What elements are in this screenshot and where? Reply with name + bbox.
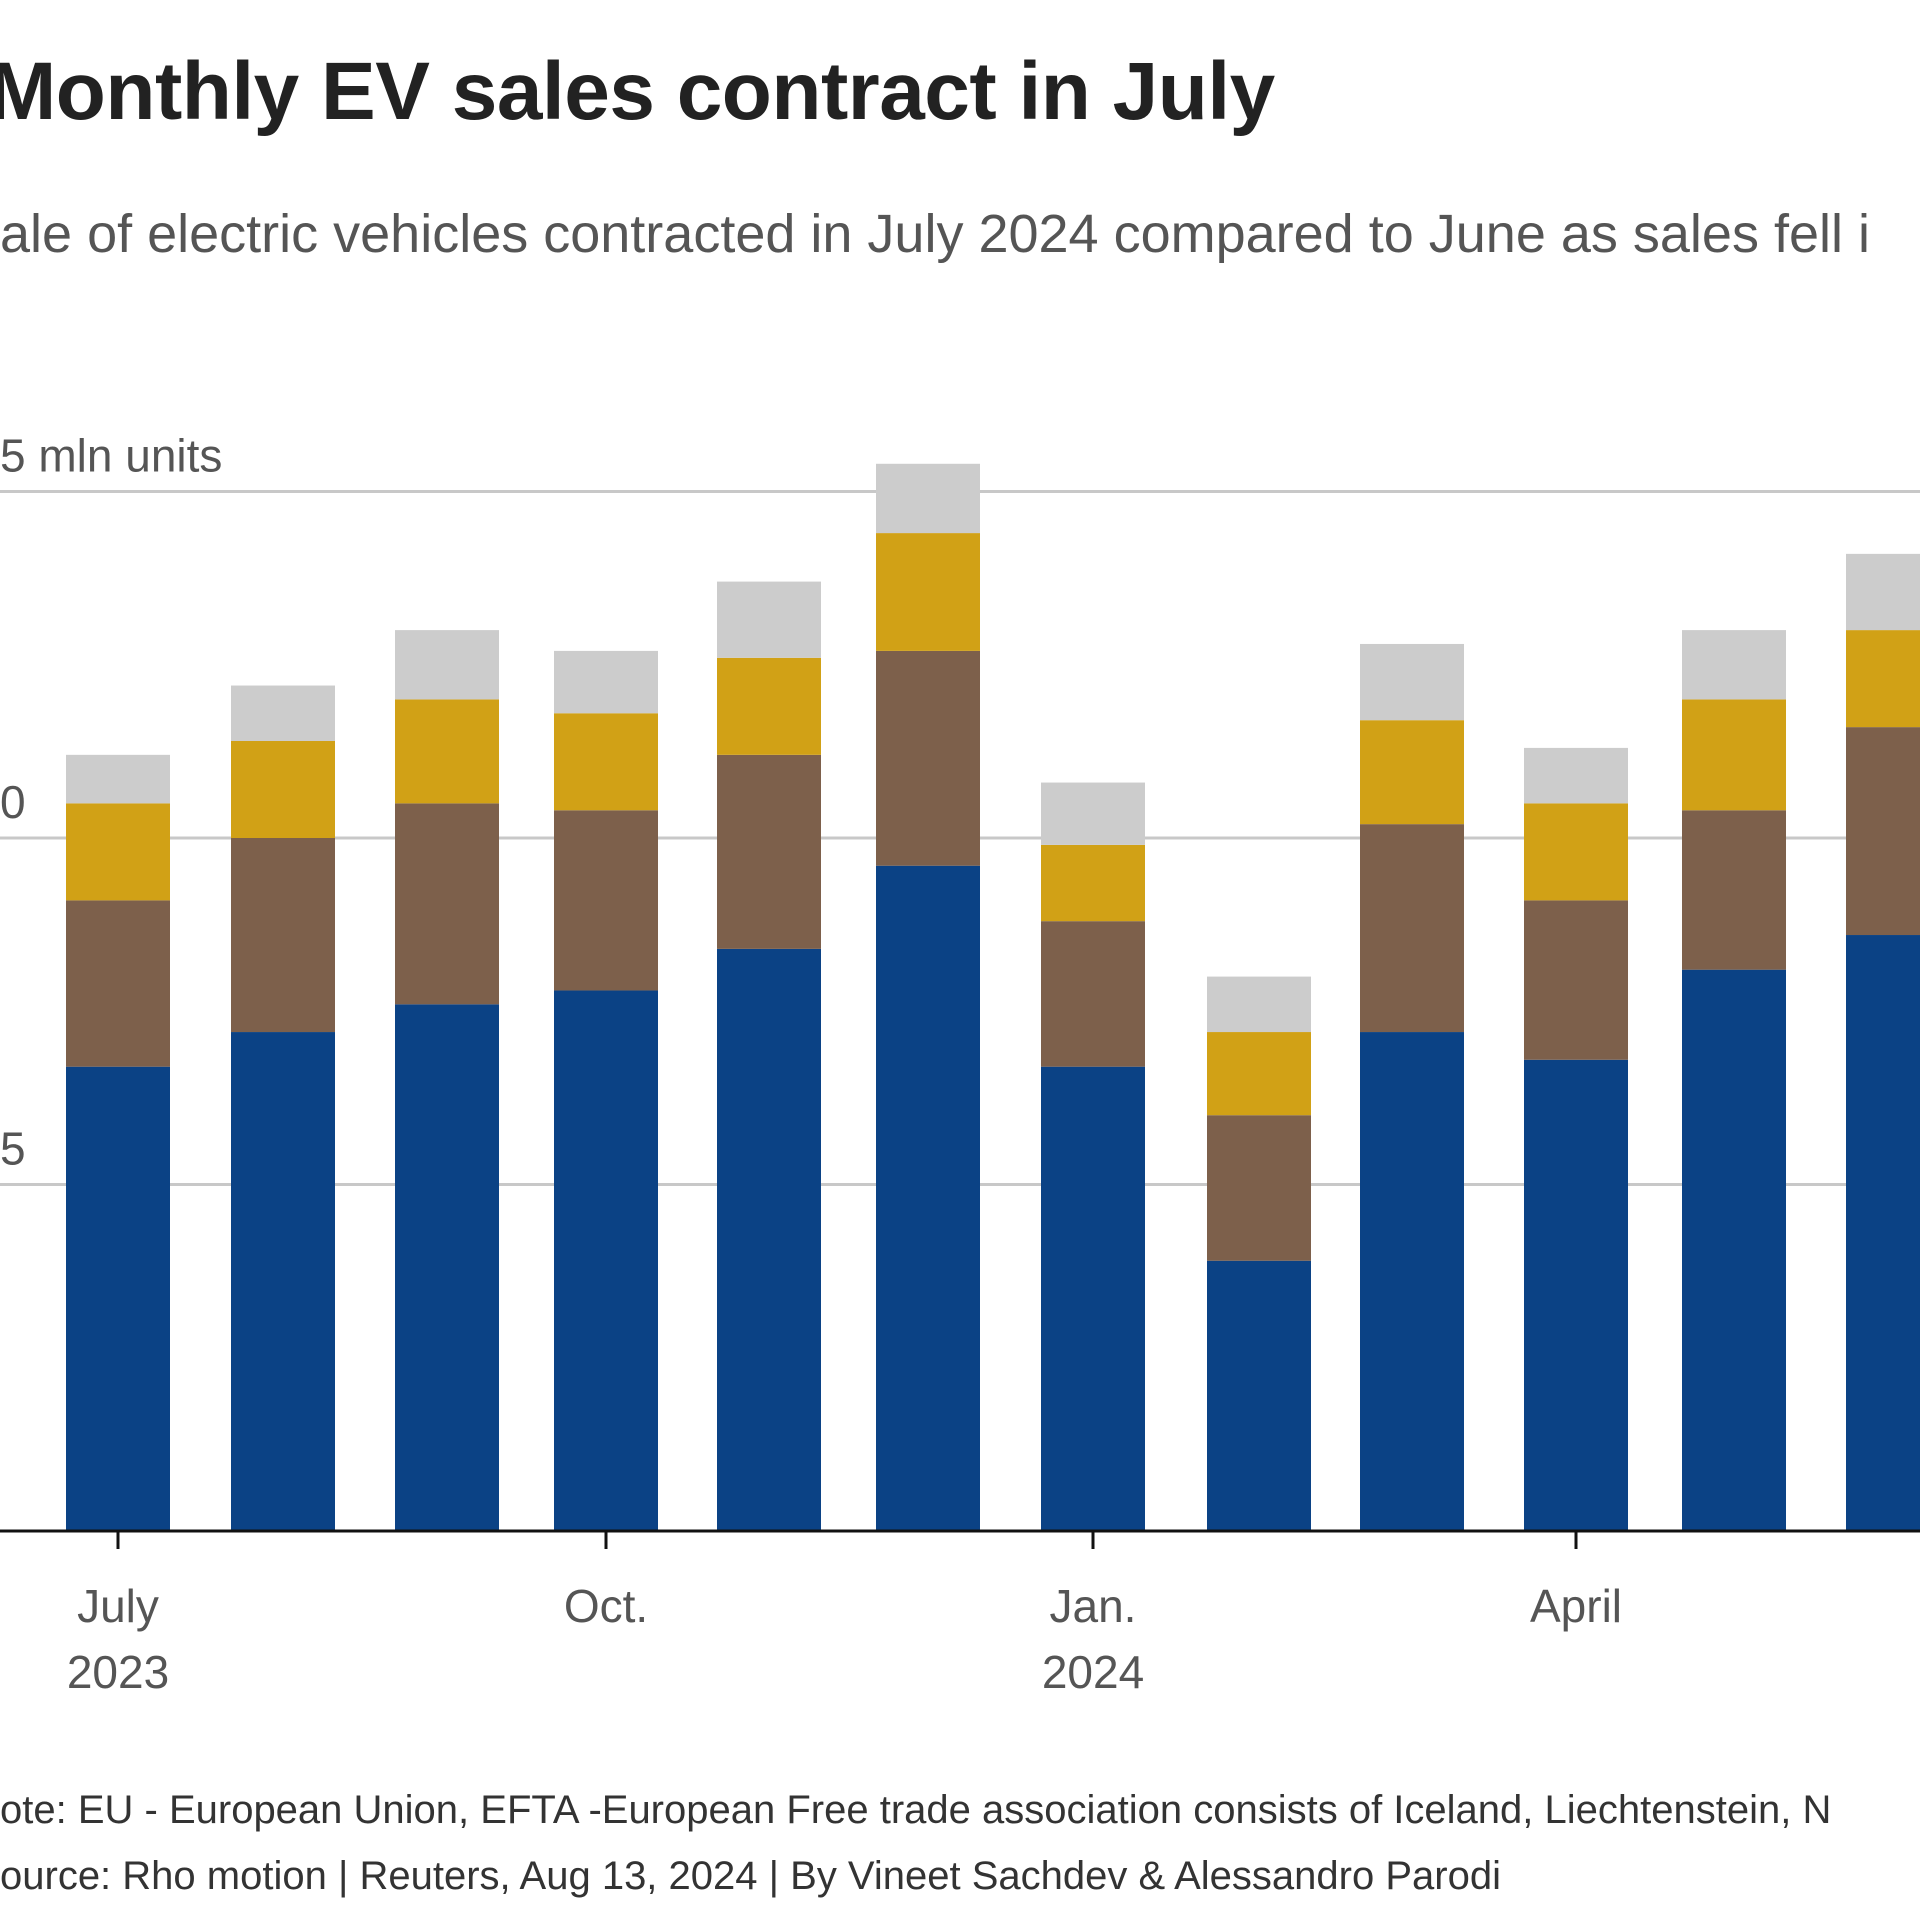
bar-segment [1846, 727, 1920, 936]
bar-segment [231, 740, 335, 838]
bar-segment [66, 803, 170, 901]
bar-segment [1207, 1260, 1311, 1531]
bar-segment [554, 810, 658, 991]
bar-segment [1846, 935, 1920, 1531]
bar-segment [717, 754, 821, 949]
bar-segment [1207, 1032, 1311, 1116]
bar-segment [1682, 630, 1786, 700]
x-tick-label: Jan. [1050, 1580, 1137, 1632]
bar-segment [1207, 976, 1311, 1033]
bar-segment [1360, 1032, 1464, 1531]
bar-segment [1041, 1066, 1145, 1531]
bar-segment [1682, 699, 1786, 811]
bar-segment [231, 838, 335, 1033]
bar-segment [395, 803, 499, 1005]
bar-segment [231, 1032, 335, 1531]
x-tick-sublabel: 2024 [1042, 1646, 1144, 1698]
bar-segment [1041, 844, 1145, 922]
bar-segment [1682, 969, 1786, 1531]
y-tick-label: 5 [0, 1123, 26, 1175]
bar-segment [1846, 630, 1920, 728]
bar-segment [395, 699, 499, 804]
bar-segment [395, 1004, 499, 1531]
bar-segment [554, 713, 658, 811]
bar-segment [717, 581, 821, 658]
chart-source: ource: Rho motion | Reuters, Aug 13, 202… [0, 1854, 1501, 1898]
bar-segment [66, 754, 170, 804]
bar-segment [1041, 782, 1145, 845]
bar-segment [1524, 1059, 1628, 1531]
bar-segment [231, 685, 335, 741]
bar-segment [1360, 643, 1464, 721]
bar-segment [1682, 810, 1786, 970]
chart-note: ote: EU - European Union, EFTA -European… [0, 1788, 1832, 1832]
chart-subtitle: ale of electric vehicles contracted in J… [0, 204, 1870, 264]
bar-segment [1360, 824, 1464, 1033]
bar-segment [1524, 803, 1628, 901]
bar-segment [876, 650, 980, 866]
x-tick-sublabel: 2023 [67, 1646, 169, 1698]
bar-segment [1041, 921, 1145, 1067]
bar-segment [1846, 553, 1920, 631]
bar-segment [1524, 900, 1628, 1060]
y-tick-label: 0 [0, 776, 26, 828]
x-tick-label: July [77, 1580, 159, 1632]
x-tick-label: April [1530, 1580, 1622, 1632]
bar-segment [876, 865, 980, 1531]
bar-segment [66, 1066, 170, 1531]
bar-segment [395, 630, 499, 700]
bar-segment [554, 990, 658, 1531]
bar-segment [1524, 747, 1628, 804]
bar-segment [66, 900, 170, 1067]
chart-title: Monthly EV sales contract in July [0, 46, 1275, 137]
y-tick-label: 5 mln units [0, 430, 222, 482]
bar-segment [717, 948, 821, 1531]
bar-segment [1207, 1115, 1311, 1261]
bar-segment [1360, 720, 1464, 825]
bar-segment [876, 463, 980, 534]
bar-segment [876, 533, 980, 651]
x-tick-label: Oct. [564, 1580, 648, 1632]
bar-segment [717, 657, 821, 755]
bar-segment [554, 650, 658, 714]
